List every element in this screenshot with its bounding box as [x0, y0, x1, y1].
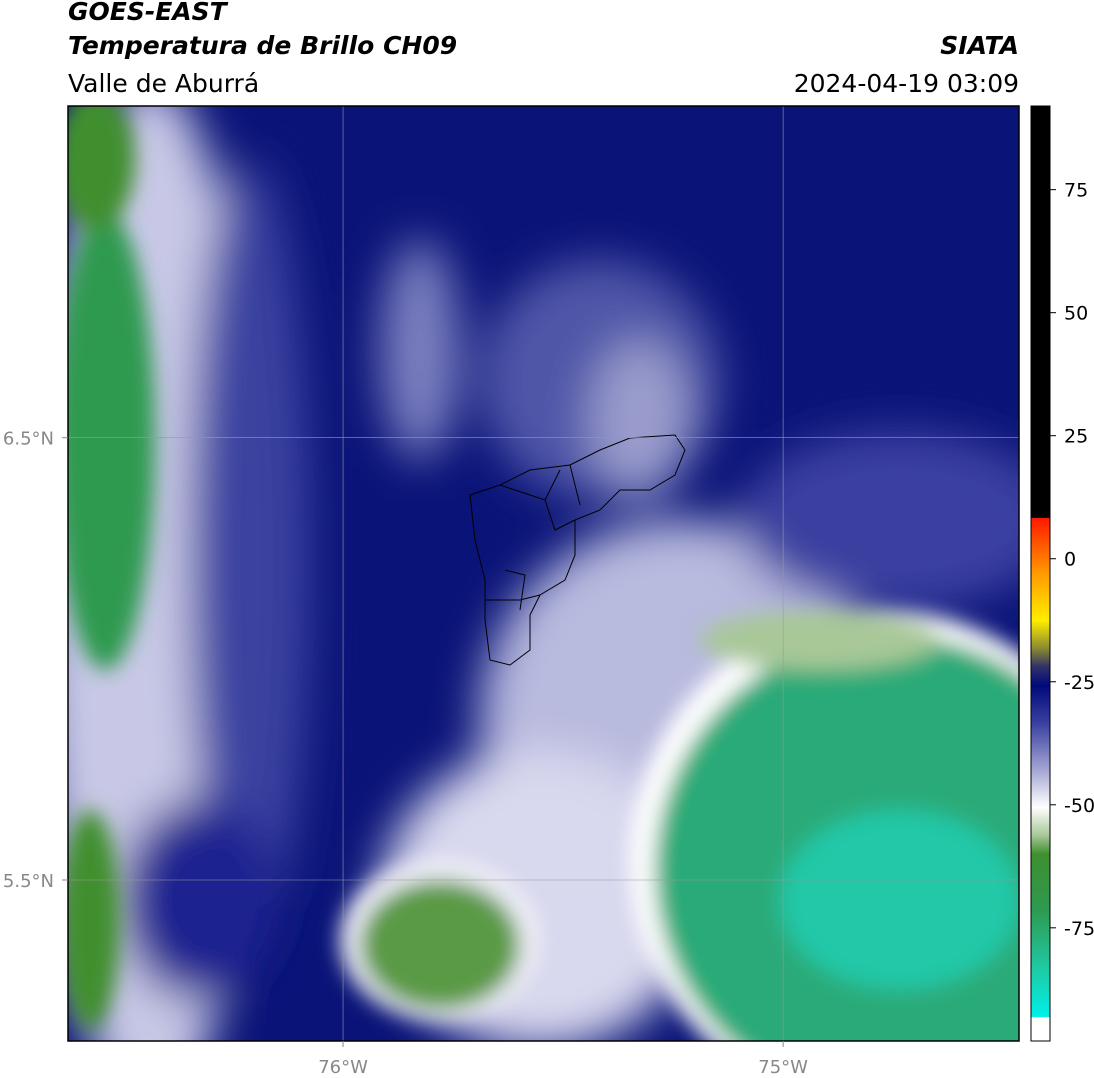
- colorbar-tick-label: 25: [1064, 426, 1088, 448]
- subtitle: Temperatura de Brillo CH09: [68, 31, 457, 60]
- title: GOES-EAST: [68, 0, 229, 26]
- colorbar-tick-label: -25: [1064, 672, 1094, 694]
- basin-outline: [469, 434, 686, 666]
- colorbar-tick-label: 0: [1064, 549, 1076, 571]
- colorbar-tick-label: -75: [1064, 918, 1094, 940]
- x-tick-label: 75°W: [758, 1057, 808, 1078]
- source: SIATA: [940, 31, 1019, 60]
- colorbar-tick-label: 75: [1064, 180, 1088, 202]
- satellite-image: [68, 106, 1019, 1041]
- map-frame: [67, 105, 1020, 1042]
- datetime: 2024-04-19 03:09: [794, 69, 1019, 98]
- y-tick-label: 5.5°N: [3, 871, 54, 892]
- colorbar-tick-label: 50: [1064, 303, 1088, 325]
- y-tick-label: 6.5°N: [3, 429, 54, 450]
- colorbar: [1030, 105, 1051, 1042]
- x-tick-label: 76°W: [318, 1057, 368, 1078]
- colorbar-tick-label: -50: [1064, 795, 1094, 817]
- region: Valle de Aburrá: [68, 69, 259, 98]
